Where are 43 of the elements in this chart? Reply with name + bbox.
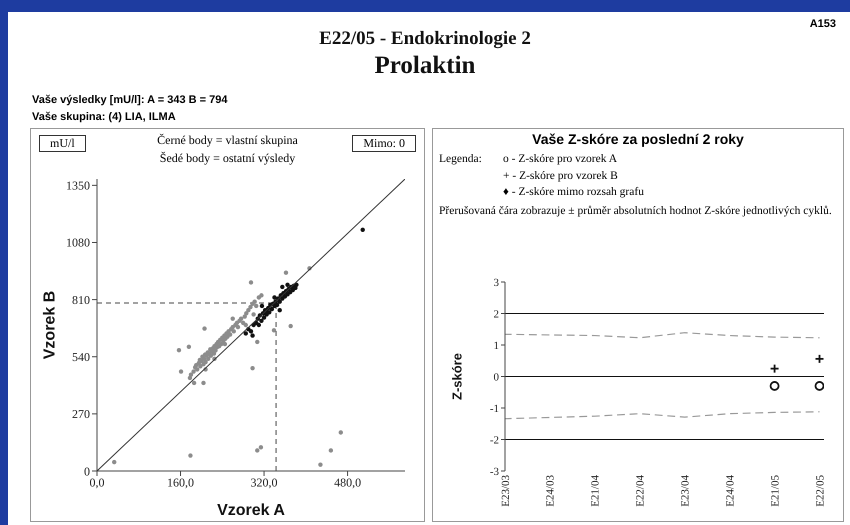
x-axis-title: Vzorek A: [217, 502, 286, 519]
y-tick-label: -1: [490, 402, 499, 415]
text: Šedé body = ostatní výsledy: [160, 151, 296, 166]
y-axis-title: Vzorek B: [42, 290, 59, 360]
y-tick-label: -3: [490, 466, 500, 478]
x-tick-label: E24/03: [544, 474, 557, 507]
text: Vaše skupina: (4) LIA, ILMA: [32, 111, 176, 123]
y-tick-label: 2: [494, 308, 499, 320]
x-tick-label: 320,0: [250, 476, 278, 490]
y-tick-label: 810: [72, 292, 90, 307]
y-tick-label: 0: [494, 371, 500, 384]
y-tick-label: 0: [84, 464, 90, 478]
text: mU/l: [39, 135, 86, 152]
text: Černé body = vlastní skupina: [157, 133, 298, 148]
x-tick-label: E23/03: [500, 474, 512, 507]
text: Mimo: 0: [352, 135, 416, 152]
text: + - Z-skóre pro vzorek B: [503, 168, 619, 184]
chart-title: E22/05 - Endokrinologie 2: [319, 28, 531, 49]
text: o - Z-skóre pro vzorek A: [503, 152, 618, 167]
x-tick-label: E21/05: [769, 474, 782, 507]
text: Přerušovaná čára zobrazuje ± průměr absolutních hodnot Z-skóre jednotlivých cyklů.: [439, 204, 833, 218]
text: ♦ - Z-skóre mimo rozsah grafu: [503, 185, 644, 200]
x-tick-label: E22/05: [814, 474, 826, 507]
y-tick-label: 270: [72, 407, 90, 422]
text: A153: [810, 18, 836, 30]
x-tick-label: 0,0: [90, 476, 104, 490]
y-tick-label: 3: [494, 276, 500, 289]
chart-title: Vaše Z-skóre za poslední 2 roky: [531, 131, 745, 147]
x-tick-label: E23/04: [680, 474, 692, 507]
y-tick-label: 1: [494, 340, 499, 352]
y-tick-label: -2: [490, 434, 499, 446]
y-axis-title: Z-skóre: [450, 353, 465, 400]
x-tick-label: E22/04: [634, 474, 647, 507]
x-tick-label: 480,0: [334, 476, 362, 490]
x-tick-label: 160,0: [167, 476, 194, 490]
y-tick-label: 540: [72, 350, 90, 364]
chart-subtitle: Prolaktin: [374, 52, 476, 80]
x-tick-label: E21/04: [590, 474, 602, 507]
y-tick-label: 1080: [66, 236, 90, 250]
text: Vaše výsledky [mU/l]: A = 343 B = 794: [32, 94, 228, 106]
y-tick-label: 1350: [66, 178, 90, 193]
text: Legenda:: [439, 152, 483, 167]
x-tick-label: E24/04: [724, 474, 736, 507]
